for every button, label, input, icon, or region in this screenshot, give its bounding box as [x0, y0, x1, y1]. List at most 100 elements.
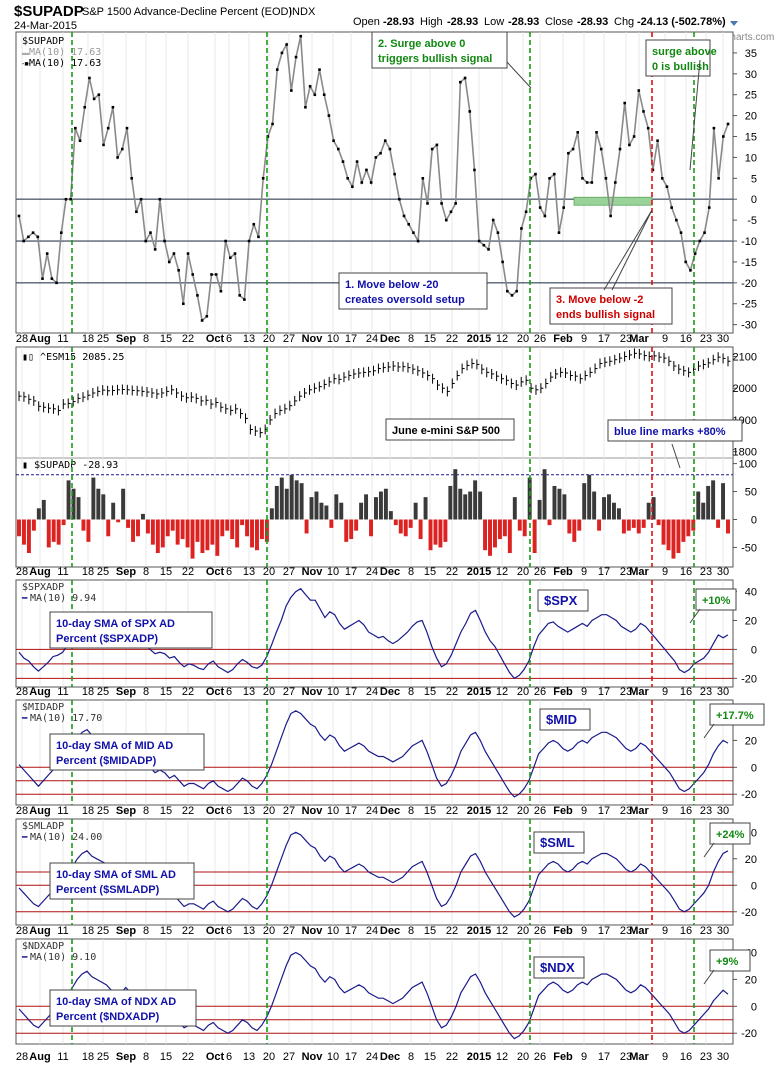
x-tick-label: 6 [226, 686, 232, 698]
data-point [402, 214, 406, 218]
y-tick-label: 10 [745, 152, 757, 164]
signal-lines [71, 32, 695, 1044]
x-tick-label: 20 [263, 333, 275, 345]
legend-ma: MA(10) 24.00 [30, 832, 102, 843]
data-point [374, 156, 378, 159]
data-point [219, 289, 223, 293]
x-tick-label: 24 [366, 566, 378, 578]
x-tick-label: 27 [283, 1051, 295, 1063]
x-tick-label: 15 [424, 333, 436, 345]
histogram-bar [473, 480, 478, 520]
data-point [444, 218, 448, 222]
x-tick-label: 13 [243, 333, 255, 345]
y-tick-label: -10 [741, 236, 757, 248]
histogram-bar [136, 519, 140, 537]
x-tick-label: 18 [82, 686, 94, 698]
x-tick-label: 27 [283, 925, 295, 937]
x-tick-label: 13 [243, 805, 255, 817]
x-tick-label: 15 [160, 1051, 172, 1063]
histogram-bar [468, 491, 473, 520]
data-point [102, 143, 105, 147]
x-tick-label: Feb [553, 925, 573, 937]
annotation-ndx: 10-day SMA of NDX AD Percent ($NDXADP) [49, 989, 197, 1027]
histogram-bar [636, 519, 641, 534]
x-tick-label: 23 [700, 686, 712, 698]
low-value: -28.93 [508, 16, 539, 28]
change-ndx: +9% [709, 949, 751, 972]
x-tick-label: 15 [160, 805, 172, 817]
histogram-bar [671, 519, 676, 559]
histogram-bar [250, 519, 254, 548]
data-point [477, 239, 481, 243]
x-tick-label: 6 [226, 333, 232, 345]
histogram-bar [96, 488, 101, 520]
data-point [430, 147, 434, 151]
histogram-bar [542, 469, 547, 520]
x-tick-label: 15 [424, 1051, 436, 1063]
histogram-bar [126, 519, 131, 528]
data-point [473, 168, 476, 172]
annotation-surge-bullish-text: 0 is bullish [652, 61, 709, 73]
annotation-ends-bullish-text: 3. Move below -2 [556, 294, 643, 306]
x-tick-label: 20 [517, 925, 529, 937]
x-tick-label: 22 [446, 566, 458, 578]
x-tick-label: 9 [662, 805, 668, 817]
x-tick-label: Oct [206, 1051, 225, 1063]
x-tick-label: 8 [408, 925, 414, 937]
x-tick-label: 11 [57, 1051, 68, 1063]
histogram-bar [106, 519, 111, 537]
x-tick-label: Sep [116, 686, 136, 698]
x-tick-label: 11 [57, 333, 68, 345]
x-tick-label: 17 [345, 925, 357, 937]
x-tick-label: 22 [182, 566, 194, 578]
histogram-bar [86, 519, 91, 542]
x-tick-label: 9 [581, 686, 587, 698]
y-tick-label: -30 [741, 320, 757, 332]
label-ndx: $NDX [533, 956, 585, 979]
histogram-bar [111, 502, 116, 520]
ohlc-readout: Open -28.93 High -28.93 Low -28.93 Close… [353, 16, 726, 28]
data-point [116, 156, 119, 159]
data-point [243, 298, 246, 301]
x-tick-label: 20 [517, 566, 529, 578]
data-point [351, 185, 354, 188]
annotation-emini: June e-mini S&P 500 [385, 418, 515, 441]
x-tick-label: 16 [680, 566, 692, 578]
dropdown-arrow-icon[interactable] [730, 21, 738, 26]
x-tick-label: 25 [97, 925, 109, 937]
annotation-surge-bullish: surge above 0 is bullish [645, 39, 717, 77]
data-point [628, 143, 631, 147]
open-label: Open [353, 16, 380, 28]
data-point [679, 231, 683, 234]
y-tick-label: 2100 [733, 352, 757, 364]
histogram-bar [616, 508, 621, 520]
x-tick-label: 15 [160, 925, 172, 937]
annotation-mid-text: 10-day SMA of MID AD [56, 740, 173, 752]
annotation-pointer [689, 608, 701, 624]
x-tick-label: 24 [366, 805, 378, 817]
x-tick-label: 30 [717, 925, 729, 937]
y-tick-label: 35 [745, 48, 757, 60]
data-point [31, 231, 35, 234]
histogram-bar [587, 474, 592, 520]
data-point [562, 206, 565, 209]
histogram-bar [502, 519, 507, 537]
x-tick-label: 24 [366, 333, 378, 345]
legend-ma: MA(10) 9.94 [30, 593, 96, 604]
label-mid: $MID [539, 708, 591, 731]
x-tick-label: Aug [29, 925, 50, 937]
histogram-bar [344, 519, 349, 542]
data-point [557, 231, 561, 234]
data-point [670, 206, 673, 209]
x-tick-label: 6 [226, 1051, 232, 1063]
x-tick-label: 15 [424, 686, 436, 698]
legend-ma1: MA(10) 17.63 [29, 47, 101, 58]
x-tick-label: 16 [680, 333, 692, 345]
x-tick-label: 17 [345, 805, 357, 817]
data-point [684, 260, 688, 264]
histogram-bar [438, 519, 443, 548]
change-sml-box [709, 822, 751, 845]
x-tick-label: 8 [408, 333, 414, 345]
legend-title: $MIDADP [22, 702, 64, 713]
histogram-bar [611, 502, 616, 520]
